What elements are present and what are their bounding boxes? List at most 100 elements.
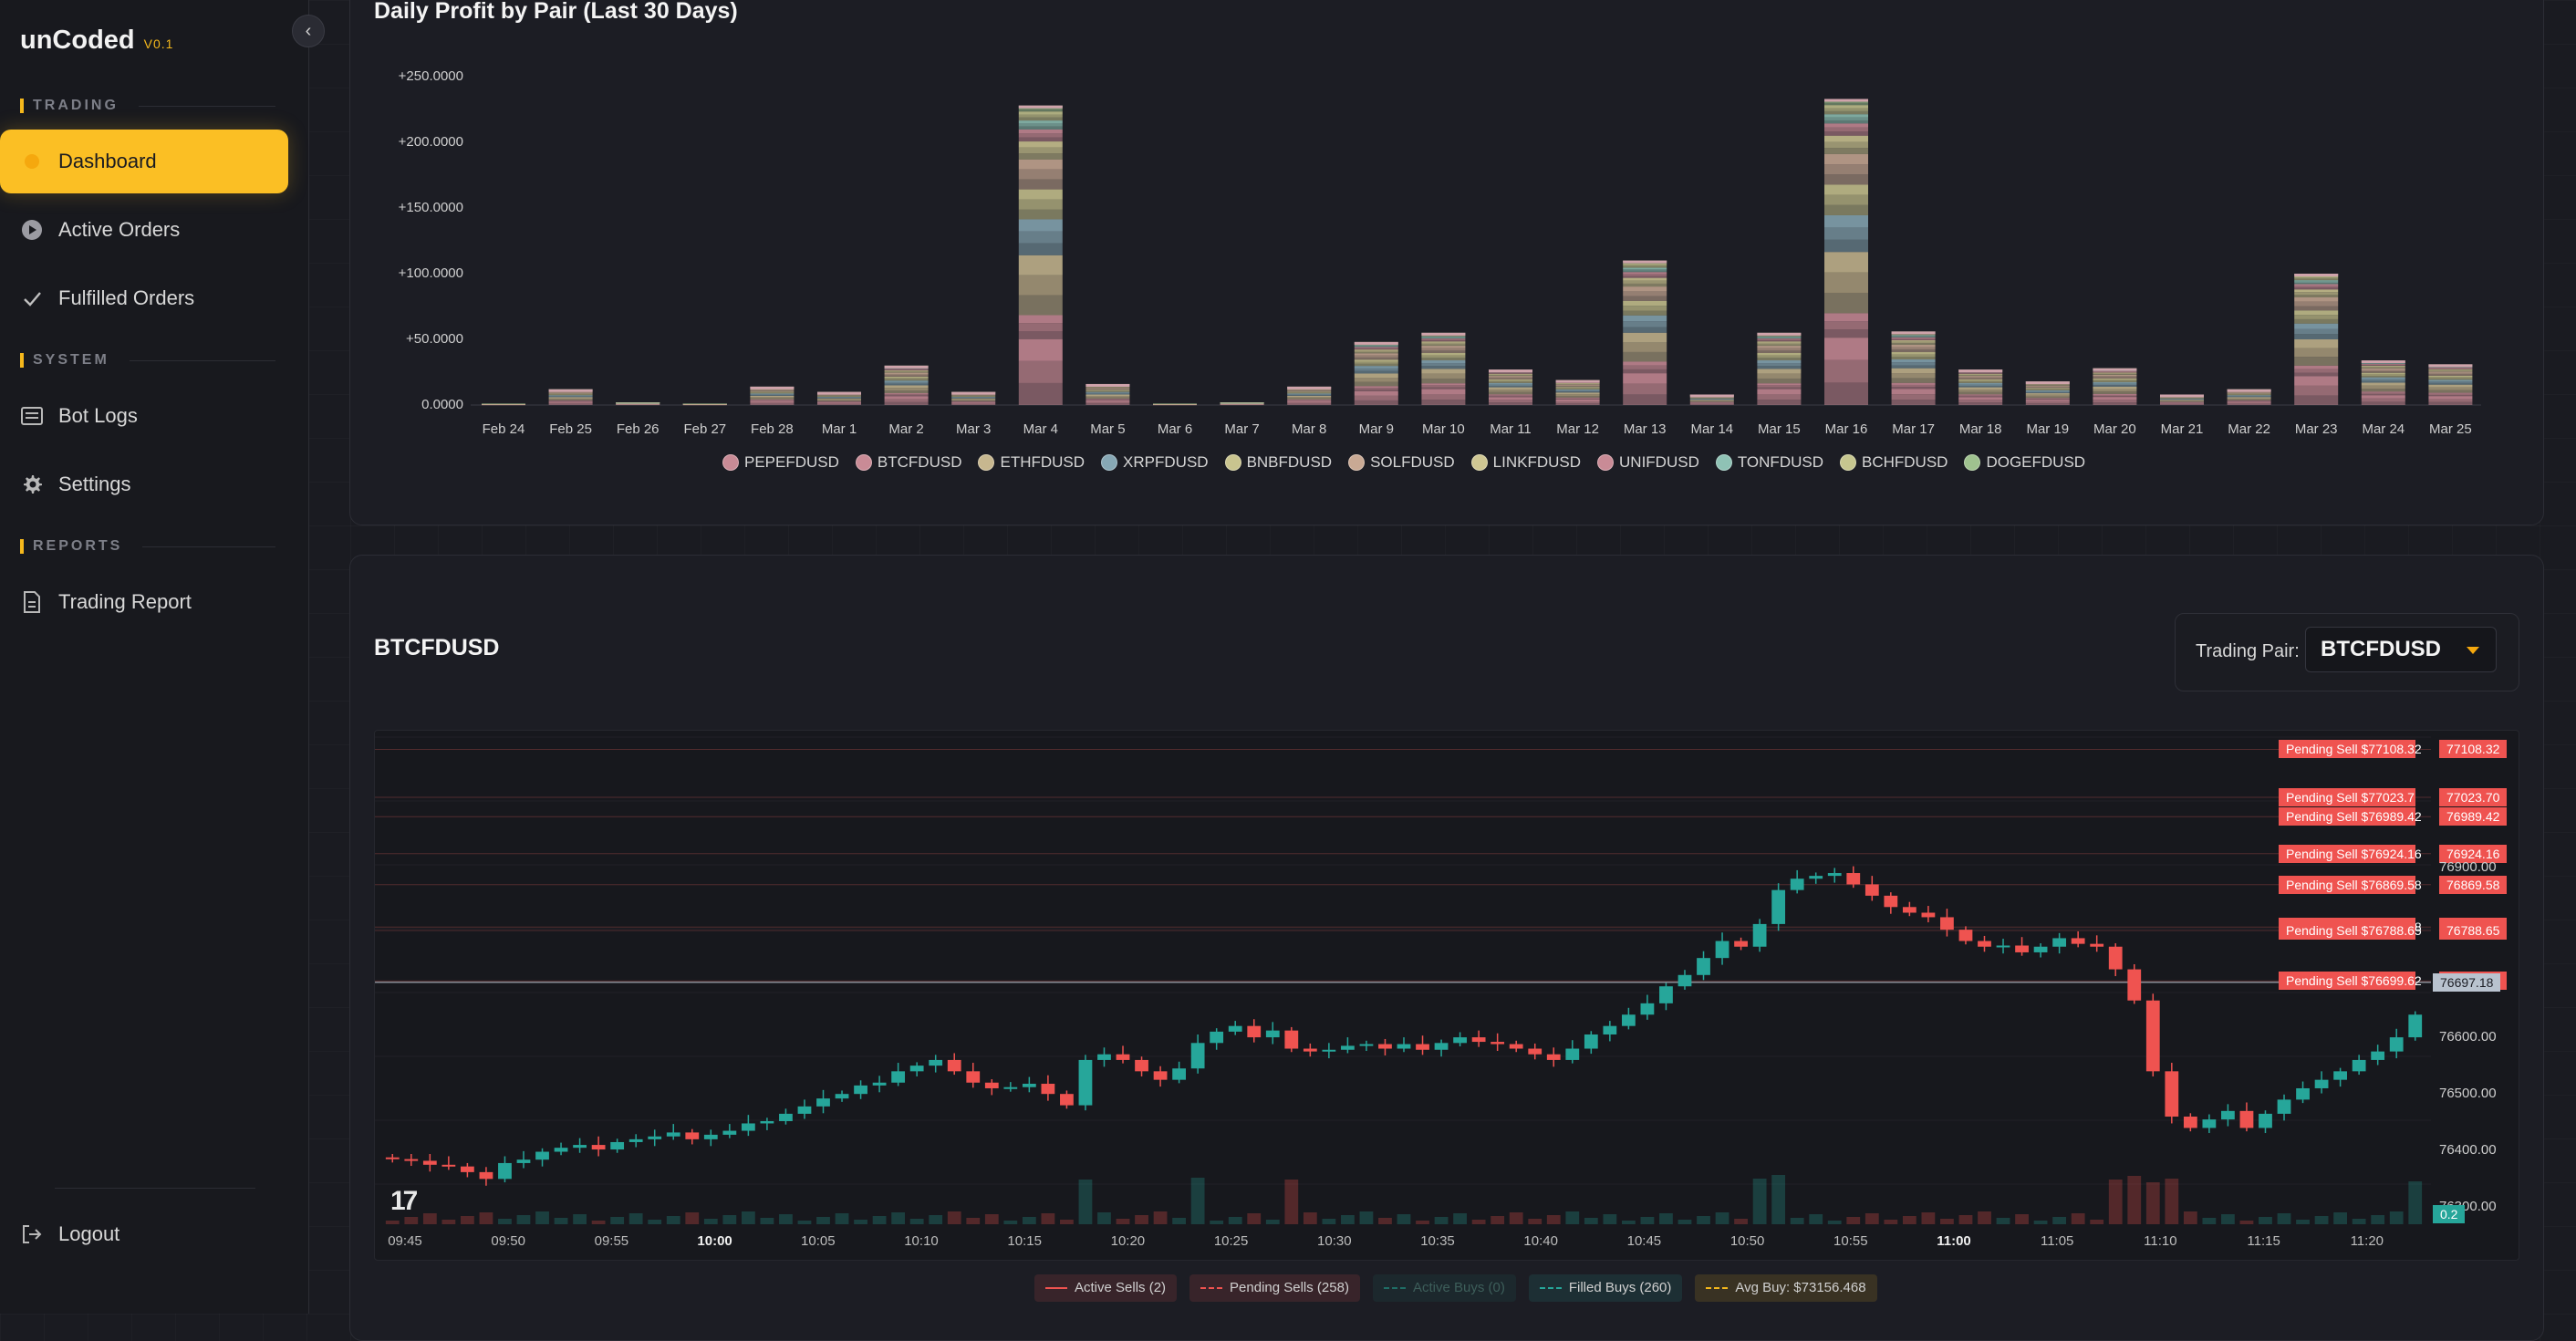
candlestick-frame[interactable] <box>374 730 2519 1261</box>
profit-bar-segment <box>2026 399 2070 400</box>
profit-bar-segment <box>1489 372 1532 373</box>
profit-bar-segment <box>2362 365 2405 366</box>
profit-bar <box>1489 369 1532 405</box>
profit-bar-segment <box>2228 394 2271 395</box>
profit-bar <box>1690 394 1734 405</box>
profit-bar-segment <box>1757 340 1801 341</box>
legend-label: BCHFDUSD <box>1862 453 1948 472</box>
collapse-sidebar-button[interactable]: ‹ <box>292 15 325 47</box>
profit-x-tick: Mar 21 <box>2155 421 2209 437</box>
profit-bar-segment <box>1421 356 1465 359</box>
profit-x-tick: Mar 6 <box>1148 421 1202 437</box>
profit-bar-segment <box>1489 373 1532 374</box>
profit-bar-segment <box>885 384 929 386</box>
legend-swatch <box>978 454 994 471</box>
legend-item: TONFDUSD <box>1716 453 1823 472</box>
profit-bar-segment <box>750 394 794 395</box>
profit-bar-segment <box>1019 111 1063 114</box>
profit-bar-segment <box>1556 385 1600 386</box>
profit-bar-segment <box>549 392 593 393</box>
profit-bar-segment <box>2428 377 2472 378</box>
trading-pair-label: Trading Pair: <box>2196 641 2300 662</box>
profit-bar-segment <box>549 404 593 405</box>
profit-bar-segment <box>1287 391 1331 392</box>
profit-bar-segment <box>2294 328 2338 334</box>
profit-bar-segment <box>1623 301 1667 306</box>
profit-bar-cap <box>885 366 929 369</box>
profit-bar-segment <box>1892 385 1936 387</box>
legend-label: DOGEFDUSD <box>1986 453 2085 472</box>
profit-bar-cap <box>1019 106 1063 109</box>
profit-bar-segment <box>1085 403 1129 405</box>
profit-bar-segment <box>1958 386 2002 388</box>
profit-bar-segment <box>817 404 861 405</box>
profit-bar-segment <box>2362 391 2405 392</box>
profit-bar <box>2294 274 2338 405</box>
legend-label: Pending Sells (258) <box>1230 1274 1349 1302</box>
profit-bar-segment <box>1623 264 1667 265</box>
profit-bar-segment <box>1757 383 1801 385</box>
trading-pair-select[interactable]: BTCFDUSD <box>2305 627 2497 672</box>
profit-bar-segment <box>2026 384 2070 385</box>
profit-bar-segment <box>1355 382 1398 387</box>
profit-bar <box>817 392 861 405</box>
profit-bar-segment <box>750 402 794 403</box>
profit-bar-segment <box>2428 381 2472 383</box>
profit-bar-segment <box>2428 393 2472 394</box>
profit-bar-segment <box>1556 399 1600 400</box>
profit-bar-segment <box>1757 348 1801 351</box>
profit-bar-segment <box>2093 390 2136 392</box>
profit-bar-segment <box>1421 341 1465 343</box>
profit-bar-segment <box>1489 375 1532 376</box>
profit-bar-segment <box>1019 160 1063 170</box>
time-tick: 10:25 <box>1204 1233 1259 1249</box>
profit-bar-segment <box>1623 384 1667 395</box>
profit-bar-segment <box>2093 373 2136 374</box>
profit-bar-segment <box>549 395 593 396</box>
profit-bar-segment <box>1085 392 1129 393</box>
profit-bar-segment <box>1623 265 1667 266</box>
profit-bar-segment <box>2294 348 2338 358</box>
logout-button[interactable]: Logout <box>0 1202 288 1266</box>
time-tick: 11:20 <box>2340 1233 2394 1249</box>
profit-bar-segment <box>1489 390 1532 392</box>
profit-bar-segment <box>1085 399 1129 400</box>
profit-bar-segment <box>951 404 995 405</box>
profit-bar-segment <box>2294 319 2338 324</box>
profit-bar-segment <box>1489 394 1532 395</box>
profit-bar-cap <box>2093 369 2136 371</box>
profit-bar-segment <box>2093 373 2136 374</box>
profit-bar-cap <box>951 392 995 395</box>
profit-x-tick: Mar 20 <box>2087 421 2142 437</box>
profit-x-tick: Mar 14 <box>1685 421 1740 437</box>
time-tick: 11:15 <box>2237 1233 2291 1249</box>
profit-bar <box>885 366 929 405</box>
profit-x-tick: Mar 22 <box>2222 421 2277 437</box>
profit-bar-segment <box>1421 337 1465 338</box>
profit-bar-segment <box>2093 387 2136 390</box>
last-price-label: 76697.18 <box>2433 973 2500 992</box>
profit-bar-segment <box>1824 109 1868 111</box>
profit-bar <box>2093 369 2136 405</box>
profit-bar <box>1220 402 1264 405</box>
chart-legend-item: Active Sells (2) <box>1034 1274 1177 1302</box>
sidebar-item-trading-report[interactable]: Trading Report <box>0 570 288 634</box>
profit-bar-segment <box>1355 396 1398 400</box>
legend-swatch <box>856 454 872 471</box>
profit-bar-segment <box>2294 315 2338 319</box>
sidebar-item-settings[interactable]: Settings <box>0 452 288 516</box>
profit-bar-segment <box>1421 360 1465 363</box>
profit-bar-segment <box>1421 379 1465 383</box>
profit-bar-segment <box>549 393 593 394</box>
profit-bar-segment <box>1623 316 1667 321</box>
profit-bar-segment <box>1019 141 1063 148</box>
profit-bar-segment <box>2093 396 2136 397</box>
profit-bar-segment <box>1958 383 2002 385</box>
profit-x-tick: Mar 12 <box>1551 421 1605 437</box>
profit-bar-segment <box>2362 393 2405 394</box>
profit-bar-segment <box>885 371 929 372</box>
profit-bar-segment <box>1892 345 1936 348</box>
profit-bar-segment <box>2362 399 2405 402</box>
profit-bar-segment <box>1757 390 1801 395</box>
profit-bar <box>1757 333 1801 405</box>
